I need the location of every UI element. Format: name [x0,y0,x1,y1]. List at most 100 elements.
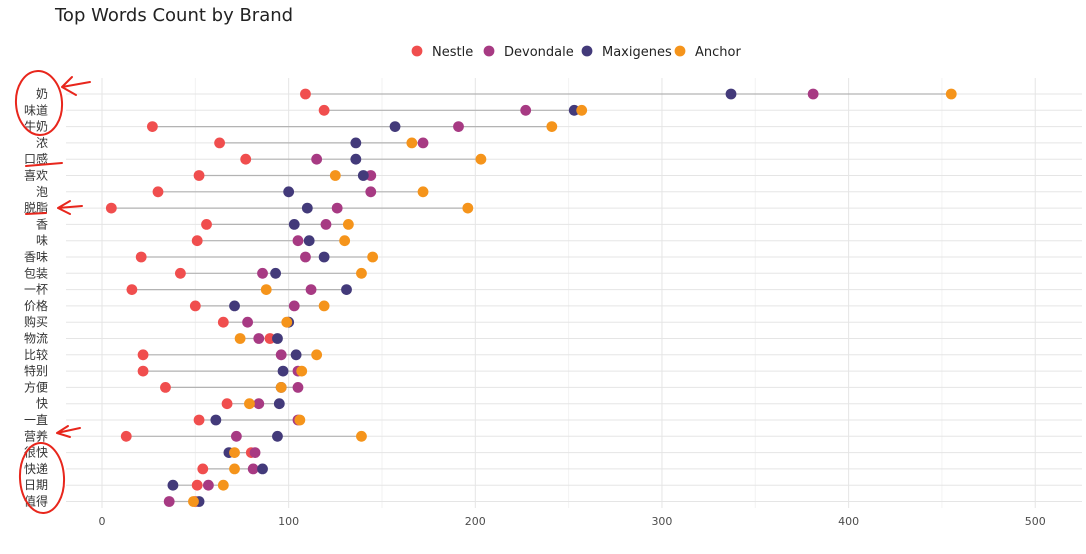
x-tick-label: 100 [278,515,299,528]
y-tick-label: 很快 [24,446,48,460]
data-point-anchor [406,137,418,149]
data-point-maxigenes [288,219,300,230]
data-point-nestle [137,365,149,377]
data-point-anchor [260,284,272,295]
data-point-anchor [462,202,474,214]
x-tick-labels: 0 100 200 300 400 500 [99,515,1046,528]
data-point-nestle [152,186,164,198]
data-point-nestle [193,170,205,181]
data-point-nestle [240,153,252,165]
data-point-devondale [331,202,343,214]
annotation-circle-bottom [18,442,66,514]
y-tick-label: 包装 [24,266,48,280]
data-point-maxigenes [229,300,240,312]
y-tick-label: 喜欢 [24,168,48,183]
data-point-devondale [275,349,287,361]
data-point-anchor [244,398,255,410]
legend-key-nestle [411,45,423,57]
data-point-anchor [281,316,293,328]
segment-layer [111,93,952,503]
annotation-underline-tuozhi [25,212,47,215]
annotation-arrow-top [61,76,91,96]
data-point-nestle [126,284,138,295]
data-point-maxigenes [725,88,737,100]
data-point-devondale [365,170,377,181]
data-point-devondale [247,463,259,475]
annotation-circle-top [14,70,64,136]
legend-label: Anchor [695,45,741,60]
data-point-nestle [221,398,233,410]
data-point-nestle [146,121,158,132]
legend-label: Maxigenes [602,45,672,60]
data-point-maxigenes [568,104,580,116]
data-point-anchor [234,333,246,344]
y-tick-label: 快递 [24,462,48,476]
data-point-devondale [249,447,261,458]
y-tick-label: 比较 [24,347,48,362]
y-tick-label: 快 [36,397,48,411]
y-tick-label: 值得 [24,494,48,509]
y-tick-label: 牛奶 [24,119,48,134]
y-tick-label: 奶 [36,87,48,101]
data-point-anchor [217,479,229,491]
x-tick-label: 400 [838,515,859,528]
data-point-maxigenes [389,121,401,132]
y-tick-label: 一杯 [24,283,48,297]
data-point-devondale [807,88,819,100]
data-point-nestle [191,235,203,247]
data-point-nestle [193,414,205,426]
data-point-maxigenes [357,170,369,181]
y-tick-label: 物流 [24,332,48,346]
y-tick-label: 方便 [24,379,48,394]
data-point-anchor [294,414,306,426]
data-point-anchor [576,104,588,116]
data-point-anchor [339,235,351,247]
data-point-anchor [329,170,341,181]
y-tick-label: 一直 [24,413,48,427]
data-point-devondale [300,251,311,263]
data-point-devondale [253,398,265,410]
y-tick-label: 购买 [24,314,48,329]
data-point-anchor [188,496,199,507]
legend-item-maxigenes: Maxigenes [581,45,672,60]
data-point-maxigenes [303,235,315,247]
data-point-anchor [311,349,323,361]
y-tick-label: 特别 [24,363,48,378]
data-point-maxigenes [272,430,283,442]
data-point-maxigenes [341,284,352,295]
data-point-maxigenes [273,398,285,410]
y-tick-label: 香 [36,217,48,231]
data-point-devondale [163,496,175,507]
data-point-anchor [356,267,367,279]
data-point-nestle [214,137,225,149]
data-point-nestle [137,349,149,361]
data-point-maxigenes [277,365,289,377]
legend-key-maxigenes [581,45,593,57]
y-tick-labels: 奶味道牛奶浓口感喜欢泡脱脂香味香味包装一杯价格购买物流比较特别方便快一直营养很快… [24,87,48,509]
data-point-nestle [105,202,117,214]
data-point-nestle [264,333,276,344]
data-point-nestle [300,88,311,100]
data-point-anchor [417,186,429,198]
data-point-devondale [417,137,429,149]
data-point-nestle [191,479,203,491]
data-point-nestle [160,382,171,393]
data-point-nestle [201,219,212,230]
legend-item-nestle: Nestle [411,45,473,60]
legend-label: Devondale [504,45,574,60]
annotation-arrow-tuozhi [57,200,83,215]
data-point-maxigenes [167,479,179,491]
legend-key-anchor [674,45,686,57]
annotation-layer [14,70,91,514]
x-tick-label: 0 [99,515,106,528]
annotation-underline-kougan [25,162,63,167]
data-point-anchor [546,121,558,132]
data-point-maxigenes [350,153,362,165]
data-point-maxigenes [270,267,281,279]
data-point-nestle [135,251,147,263]
x-tick-label: 200 [465,515,486,528]
data-point-devondale [292,235,304,247]
chart-title: Top Words Count by Brand [54,5,293,26]
legend-key-devondale [483,45,495,57]
data-point-devondale [520,104,532,116]
